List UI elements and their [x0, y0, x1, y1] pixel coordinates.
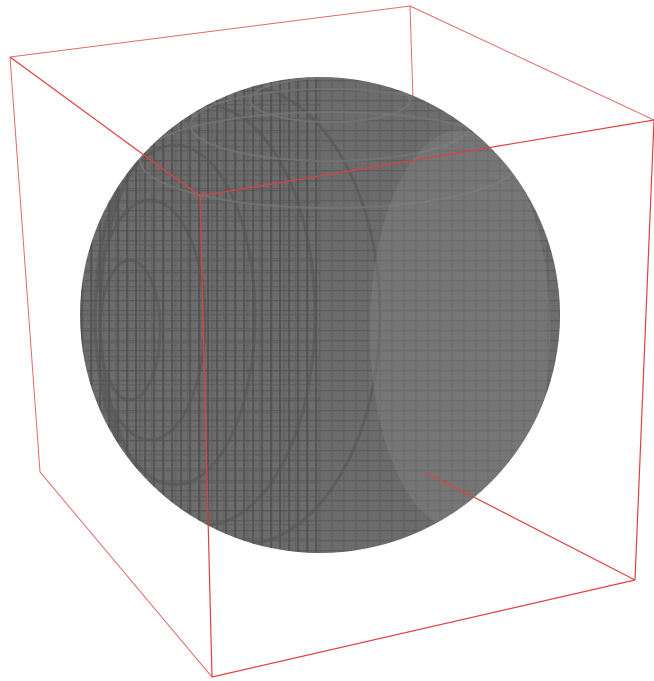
- bounding-box-front: [9, 56, 654, 678]
- voxel-sphere: [80, 77, 560, 553]
